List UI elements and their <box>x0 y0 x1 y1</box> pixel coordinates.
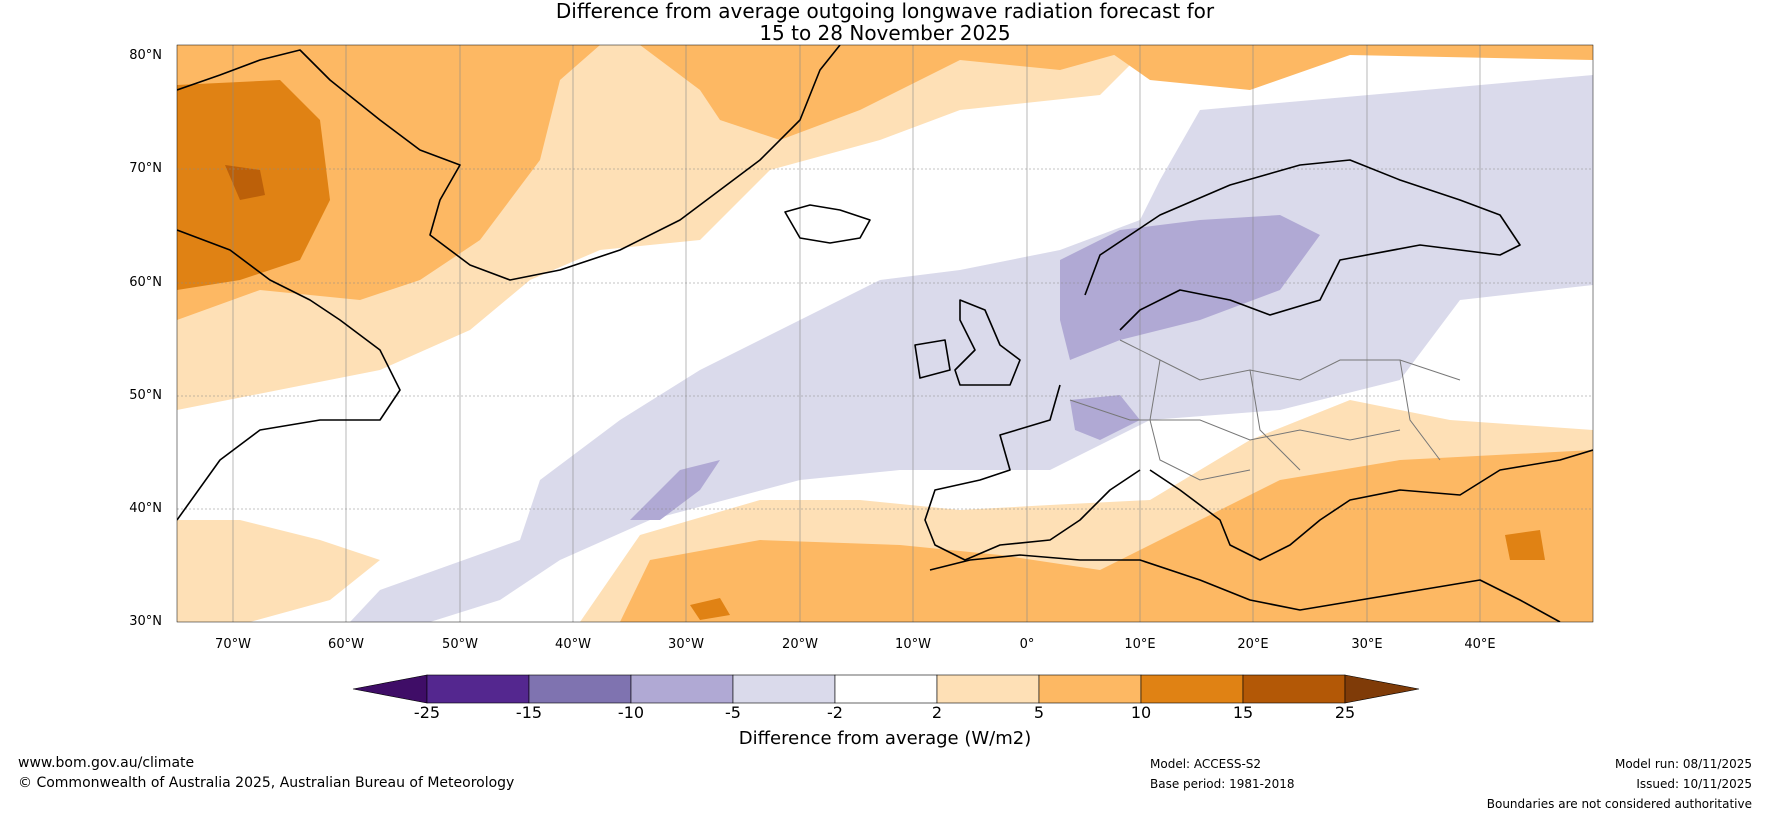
colorbar-swatch <box>426 674 530 704</box>
colorbar-tick: -10 <box>617 703 645 722</box>
model-text: Model: ACCESS-S2 <box>1150 757 1262 771</box>
anomaly-region-light-orange-southwest <box>177 520 380 622</box>
lat-label-40n: 40°N <box>129 501 162 516</box>
lon-label-10e: 10°E <box>1124 637 1156 652</box>
lat-label-70n: 70°N <box>129 161 162 176</box>
coastline-greenland <box>177 45 841 281</box>
lon-label-20e: 20°E <box>1237 637 1269 652</box>
colorbar-extend-low <box>352 674 428 704</box>
coastline-britain <box>954 299 1021 386</box>
anomaly-region-medium-purple-atlantic <box>630 460 720 520</box>
anomaly-region-medium-purple-scandinavia <box>1060 215 1320 360</box>
colorbar-label: Difference from average (W/m2) <box>738 728 1032 749</box>
lon-label-30w: 30°W <box>668 637 704 652</box>
lon-label-0: 0° <box>1019 637 1035 652</box>
lon-label-70w: 70°W <box>215 637 251 652</box>
colorbar-swatch <box>630 674 734 704</box>
colorbar-tick: 5 <box>1033 703 1045 722</box>
anomaly-region-darkest-orange-canada <box>225 165 265 200</box>
colorbar-tick: -5 <box>725 703 741 722</box>
colorbar-tick: 25 <box>1334 703 1356 722</box>
coastline-italy-balkans <box>1149 449 1593 561</box>
map-title-line-1: Difference from average outgoing longwav… <box>555 0 1215 23</box>
colorbar-tick: -15 <box>515 703 543 722</box>
anomaly-region-orange-arctic <box>1100 45 1593 90</box>
disclaimer-text: Boundaries are not considered authoritat… <box>1486 797 1752 811</box>
lat-label-50n: 50°N <box>129 388 162 403</box>
lon-label-50w: 50°W <box>442 637 478 652</box>
anomaly-region-dark-orange-africa <box>690 598 730 620</box>
colorbar <box>352 674 1420 704</box>
lat-label-60n: 60°N <box>129 275 162 290</box>
colorbar-tick: 10 <box>1130 703 1152 722</box>
colorbar-swatch <box>732 674 836 704</box>
website-link[interactable]: www.bom.gov.au/climate <box>18 755 195 771</box>
lon-label-10w: 10°W <box>895 637 931 652</box>
colorbar-swatch <box>1140 674 1244 704</box>
coastline-europe-west <box>924 384 1141 561</box>
anomaly-region-orange-southeast <box>620 450 1593 622</box>
colorbar-tick: -2 <box>827 703 843 722</box>
lon-label-60w: 60°W <box>328 637 364 652</box>
lon-label-30e: 30°E <box>1351 637 1383 652</box>
colorbar-swatch <box>528 674 632 704</box>
colorbar-swatch <box>936 674 1040 704</box>
anomaly-region-orange-north <box>640 45 1150 140</box>
colorbar-swatch <box>1038 674 1142 704</box>
coastline-scandinavia <box>1084 159 1521 331</box>
issued-text: Issued: 10/11/2025 <box>1636 777 1752 791</box>
colorbar-swatch <box>834 674 938 704</box>
coastlines <box>177 45 1593 622</box>
copyright-text: © Commonwealth of Australia 2025, Austra… <box>18 775 515 791</box>
colorbar-tick: 2 <box>931 703 943 722</box>
map-frame <box>176 44 1594 623</box>
colorbar-swatch <box>1242 674 1346 704</box>
coastline-iceland <box>784 204 871 244</box>
model-run-text: Model run: 08/11/2025 <box>1614 757 1752 771</box>
map-title-line-2: 15 to 28 November 2025 <box>759 21 1011 45</box>
lat-label-30n: 30°N <box>129 614 162 629</box>
lon-label-20w: 20°W <box>782 637 818 652</box>
lon-label-40e: 40°E <box>1464 637 1496 652</box>
graticule <box>177 45 1593 622</box>
coastline-canada <box>177 229 401 521</box>
base-period-text: Base period: 1981-2018 <box>1150 777 1295 791</box>
anomaly-region-light-purple-atlantic <box>350 75 1593 622</box>
lat-label-80n: 80°N <box>129 48 162 63</box>
colorbar-extend-high <box>1344 674 1420 704</box>
anomaly-region-dark-orange-turkey <box>1505 530 1545 560</box>
forecast-map <box>176 44 1594 623</box>
lon-label-40w: 40°W <box>555 637 591 652</box>
country-borders <box>1069 339 1461 481</box>
colorbar-tick: 15 <box>1232 703 1254 722</box>
colorbar-swatches <box>352 674 1420 704</box>
coastline-ireland <box>914 339 951 379</box>
coastline-africa-north <box>929 554 1561 622</box>
colorbar-tick: -25 <box>413 703 441 722</box>
